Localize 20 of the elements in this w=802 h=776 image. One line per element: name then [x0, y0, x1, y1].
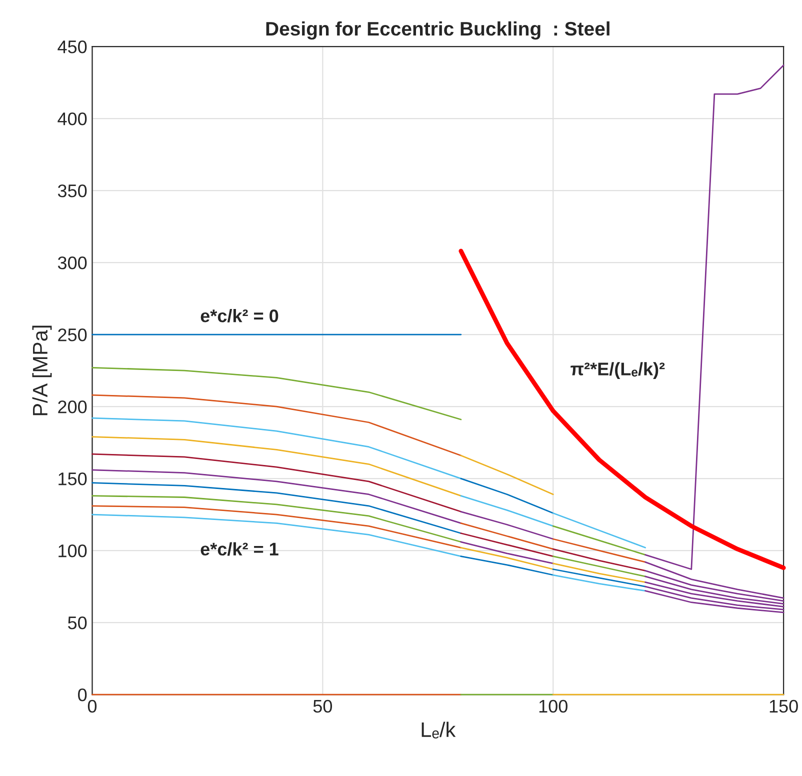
- y-tick-label: 300: [58, 256, 87, 270]
- y-tick-label: 350: [58, 184, 87, 198]
- y-tick-label: 400: [58, 112, 87, 126]
- annotation: e*c/k² = 1: [200, 542, 278, 556]
- annotation: e*c/k² = 0: [200, 308, 278, 322]
- annotation: π²*E/(Lₑ/k)²: [570, 362, 665, 379]
- y-tick-label: 250: [58, 328, 87, 342]
- y-tick-label: 0: [78, 688, 87, 702]
- y-tick-label: 450: [58, 40, 87, 54]
- x-tick-label: 50: [313, 700, 332, 713]
- chart-title: Design for Eccentric Buckling : Steel: [266, 21, 610, 40]
- y-tick-label: 100: [58, 544, 87, 558]
- x-axis-title: Lₑ/k: [422, 722, 456, 738]
- x-tick-label: 150: [770, 700, 798, 713]
- y-tick-label: 150: [58, 472, 87, 486]
- y-axis-title: P/A [MPa]: [32, 326, 52, 416]
- x-tick-label: 100: [539, 700, 568, 713]
- y-tick-label: 200: [58, 400, 87, 414]
- y-tick-label: 50: [68, 616, 87, 630]
- x-tick-label: 0: [88, 700, 97, 713]
